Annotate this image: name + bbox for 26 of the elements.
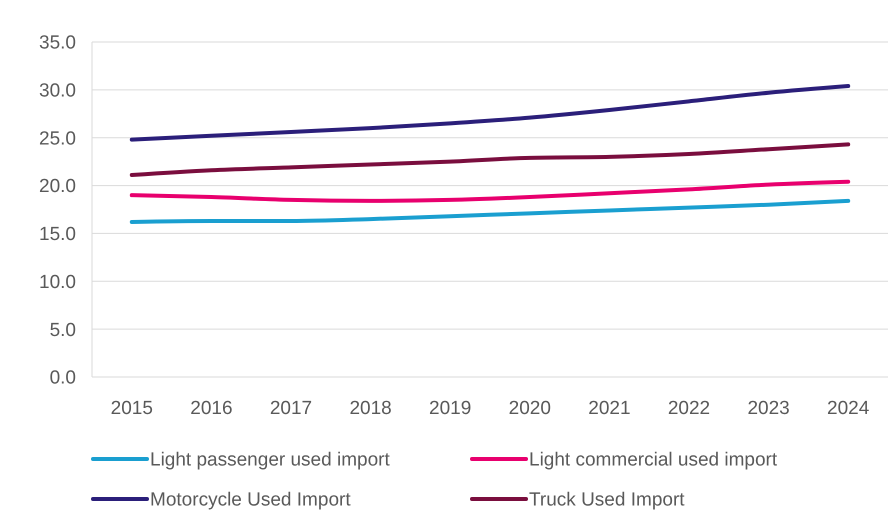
x-tick-label: 2019 (429, 398, 472, 419)
line-series (130, 180, 850, 203)
x-tick-label: 2015 (110, 398, 153, 419)
x-tick-label: 2021 (588, 398, 631, 419)
x-tick-label: 2017 (270, 398, 312, 419)
line-series (130, 84, 850, 142)
legend-label: Light commercial used import (529, 450, 778, 471)
x-tick-label: 2023 (747, 398, 790, 419)
y-tick-label: 15.0 (39, 224, 76, 246)
legend-label: Motorcycle Used Import (150, 490, 352, 511)
legend-label: Light passenger used import (150, 450, 390, 471)
legend-label: Truck Used Import (529, 490, 686, 511)
y-tick-label: 10.0 (39, 272, 76, 293)
line-series (130, 198, 850, 224)
y-tick-label: 30.0 (39, 80, 76, 102)
x-tick-label: 2018 (349, 398, 392, 419)
x-tick-label: 2016 (190, 398, 233, 419)
x-tick-label: 2024 (827, 398, 870, 419)
line-series (130, 142, 850, 178)
x-tick-label: 2022 (668, 398, 710, 419)
y-tick-label: 35.0 (39, 32, 76, 54)
y-tick-label: 25.0 (39, 128, 76, 150)
y-tick-label: 20.0 (39, 176, 76, 198)
y-tick-label: 0.0 (50, 368, 76, 389)
y-tick-label: 5.0 (50, 320, 76, 341)
x-tick-label: 2020 (508, 398, 551, 419)
